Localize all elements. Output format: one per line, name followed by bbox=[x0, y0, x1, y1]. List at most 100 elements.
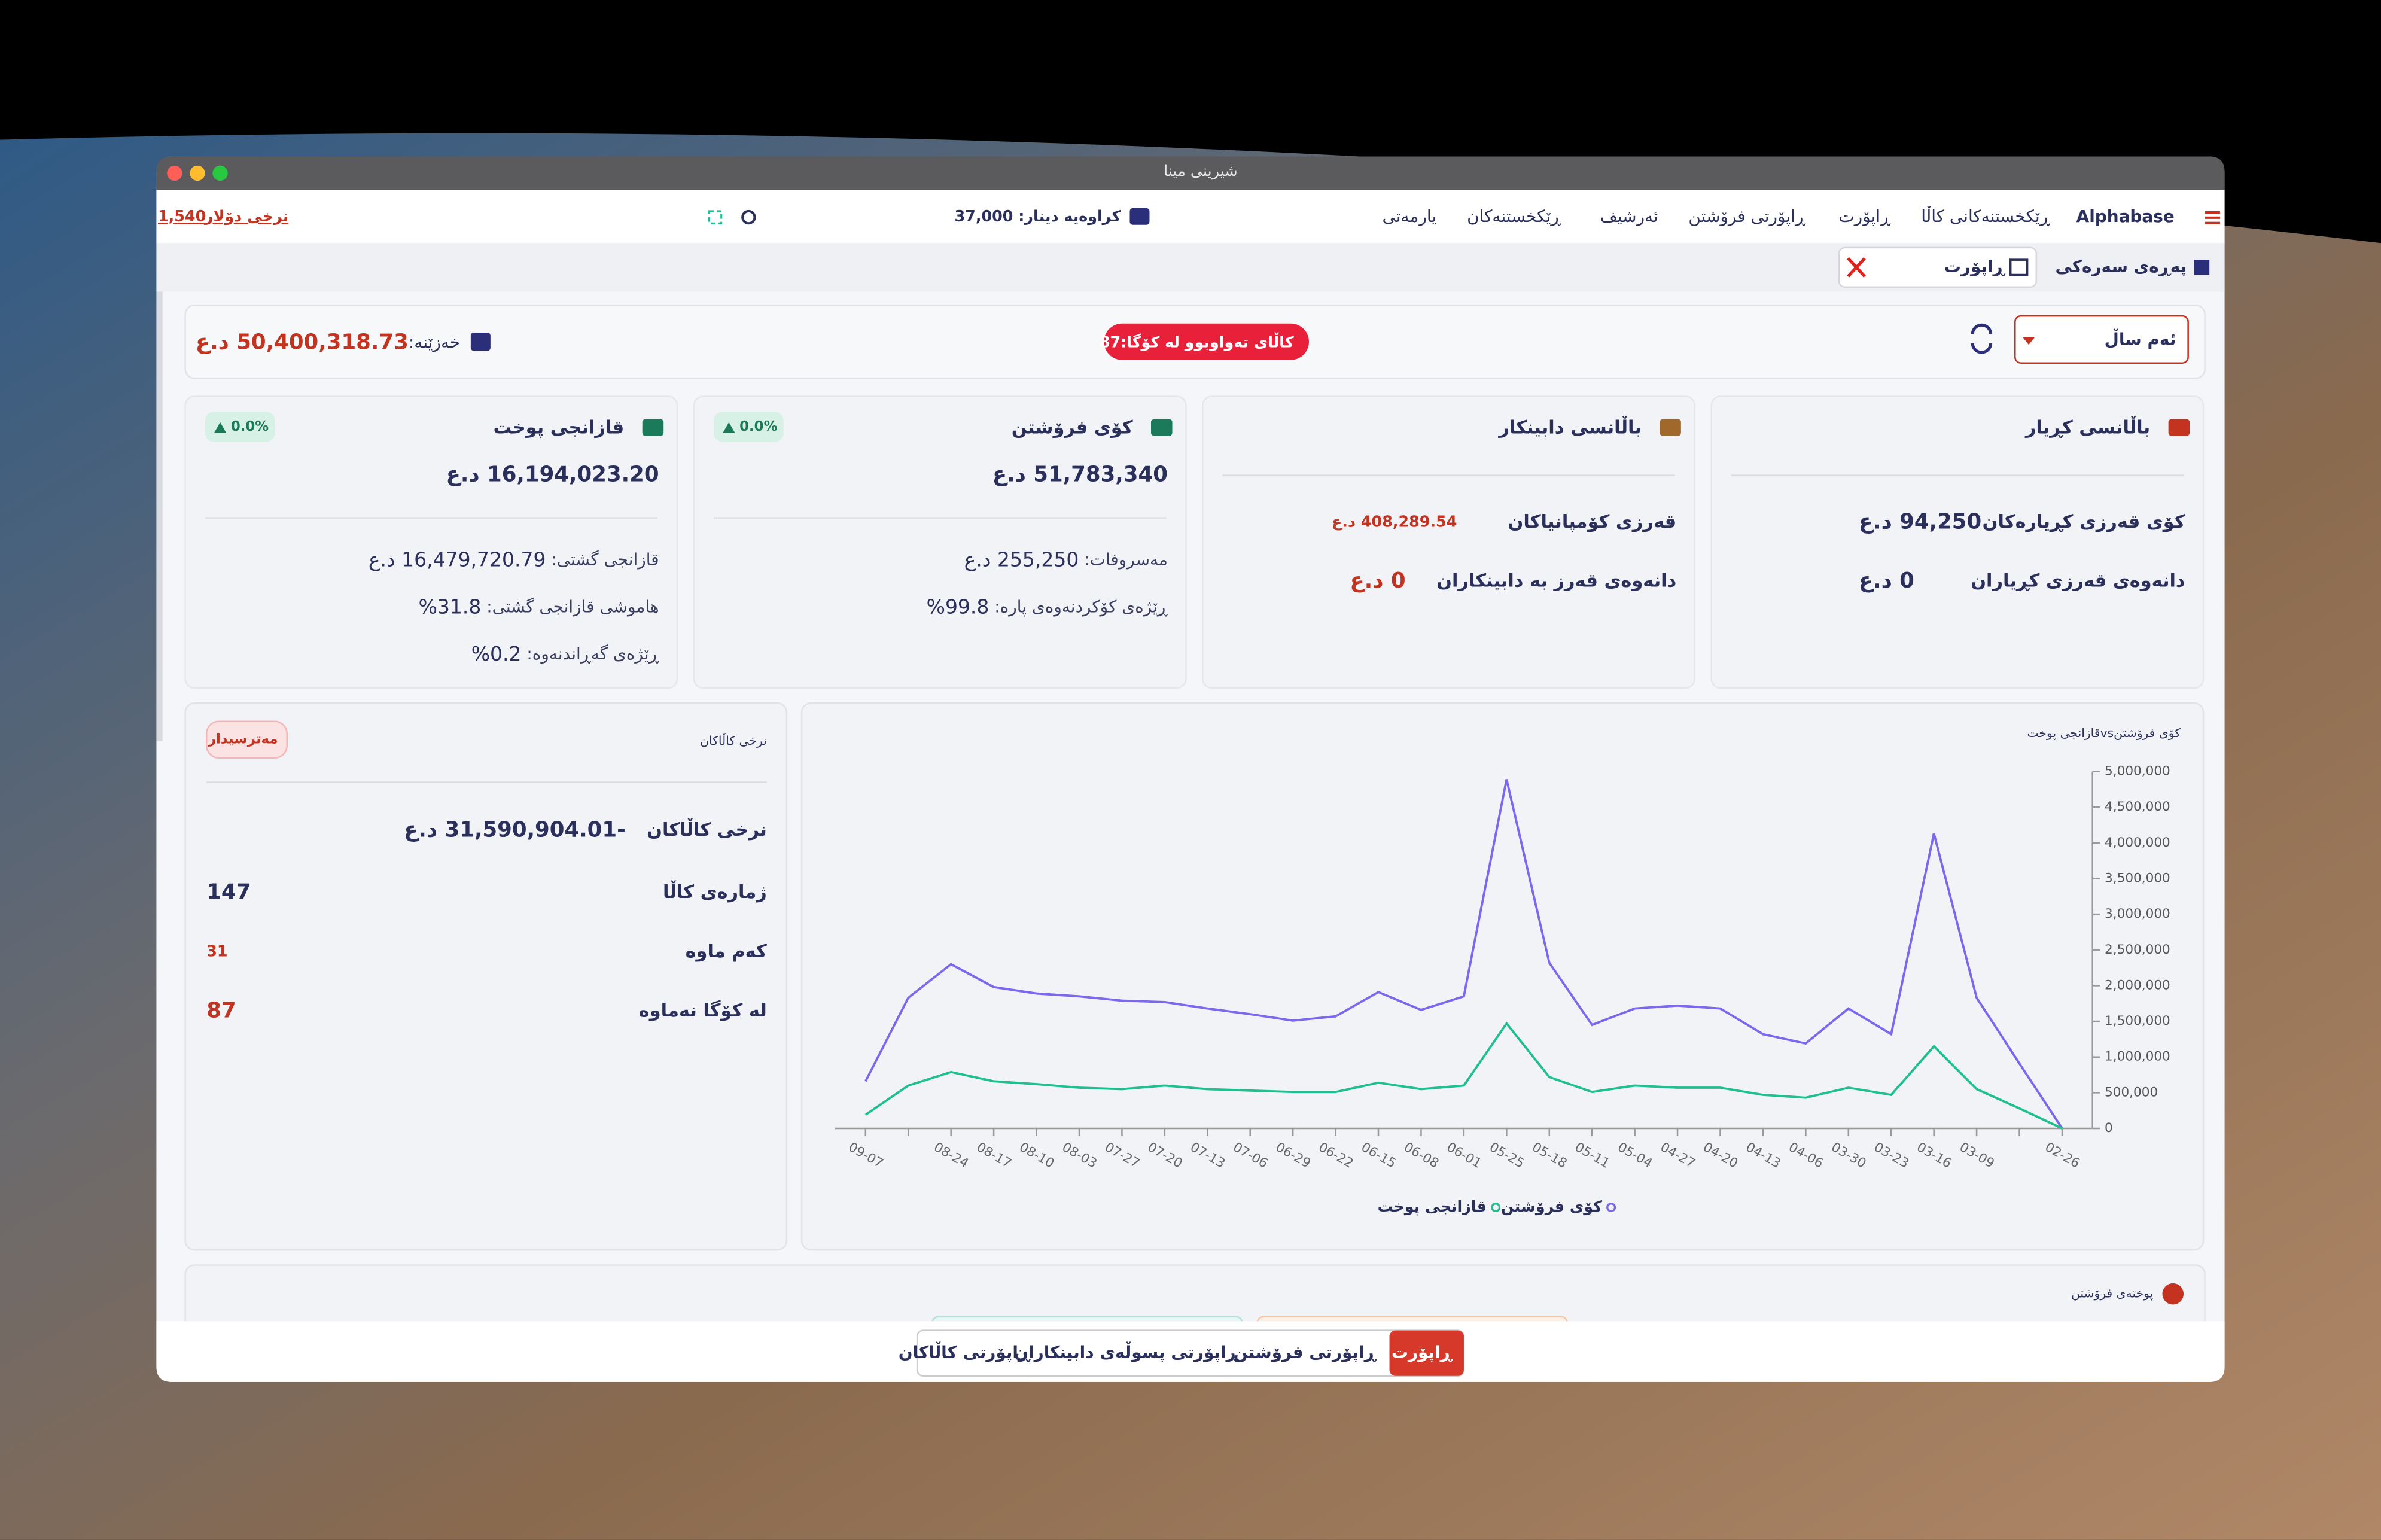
footer-tab[interactable]: ڕاپۆرتی کاڵاکان bbox=[899, 1342, 1031, 1362]
card-icon bbox=[1660, 419, 1681, 436]
stat-card bbox=[1710, 395, 2205, 689]
trend-badge bbox=[713, 411, 784, 442]
y-tick-label: 2,000,000 bbox=[2105, 978, 2170, 993]
footer-tab-active[interactable] bbox=[1389, 1330, 1464, 1376]
y-tick-label: 1,500,000 bbox=[2105, 1014, 2170, 1028]
pie-icon bbox=[2162, 1283, 2184, 1305]
select-caret bbox=[2022, 337, 2035, 345]
nav-item[interactable]: ڕێکخستنەکان bbox=[1467, 206, 1561, 226]
row-label: مەسروفات: bbox=[1079, 550, 1168, 570]
summary-title: پوختەی فرۆشتن bbox=[2071, 1286, 2153, 1301]
card-title: باڵانسی دابینکار bbox=[1497, 415, 1642, 438]
menu-icon[interactable] bbox=[2205, 211, 2220, 214]
inventory-label: لە کۆگا نەماوە bbox=[639, 1000, 767, 1021]
dollar-rate: 1,540 bbox=[158, 207, 206, 225]
inventory-value: -31,590,904.01 د.ع bbox=[404, 818, 626, 842]
row-text: ڕێژەی گەڕاندنەوە: 0.2% bbox=[471, 642, 660, 665]
card-icon bbox=[1151, 419, 1173, 436]
period-select[interactable] bbox=[2014, 315, 2189, 364]
row-value: 0 د.ع bbox=[1859, 568, 1914, 593]
wallet-icon bbox=[1129, 208, 1150, 225]
row-label: کۆی قەرزی کڕیارەکان bbox=[1982, 512, 2185, 532]
row-label: ڕێژەی گەڕاندنەوە: bbox=[522, 644, 660, 664]
stock-alert[interactable] bbox=[1104, 323, 1309, 360]
trend-up bbox=[214, 422, 227, 433]
dollar-rate-label: نرخی دۆلار bbox=[203, 207, 288, 226]
nav-item[interactable]: Alphabase bbox=[2076, 206, 2175, 226]
row-value: 94,250 د.ع bbox=[1859, 509, 1981, 534]
card-title: قازانجی پوخت bbox=[493, 417, 624, 438]
row-label: قازانجی گشتی: bbox=[546, 550, 659, 570]
menu-icon-bar bbox=[2205, 216, 2220, 219]
nav-bar bbox=[156, 190, 2225, 244]
trend-badge bbox=[205, 411, 275, 442]
y-tick-label: 0 bbox=[2105, 1121, 2113, 1136]
card-title: کۆی فرۆشتن bbox=[1012, 417, 1133, 438]
y-tick-label: 3,500,000 bbox=[2105, 871, 2170, 885]
stock-alert-text: کاڵای تەواوبوو لە کۆگا:87 bbox=[1100, 333, 1294, 352]
legend-label: کۆی فرۆشتن bbox=[1501, 1197, 1602, 1216]
home-tab[interactable]: پەڕەی سەرەکی bbox=[2056, 257, 2187, 276]
y-tick-label: 2,500,000 bbox=[2105, 942, 2170, 957]
trend-value: 0.0% bbox=[231, 419, 269, 434]
row-text: ڕێژەی کۆکردنەوەی پارە: 99.8% bbox=[927, 595, 1168, 618]
row-value: 31.8% bbox=[419, 595, 482, 618]
window-title: شیرینی مینا bbox=[1164, 162, 1237, 180]
card-icon bbox=[642, 419, 664, 436]
close-button[interactable] bbox=[167, 165, 182, 181]
menu-icon-bar bbox=[2205, 221, 2220, 224]
chart-panel bbox=[800, 702, 2205, 1251]
close-tab[interactable] bbox=[1847, 257, 1866, 278]
risk-badge bbox=[205, 720, 288, 759]
trend-up bbox=[723, 422, 735, 433]
treasury-icon bbox=[470, 332, 491, 351]
card-total: 51,783,340 د.ع bbox=[992, 462, 1168, 487]
fullscreen-toggle[interactable] bbox=[708, 210, 723, 224]
footer-tab[interactable]: ڕاپۆرت bbox=[1392, 1343, 1454, 1362]
row-label: قەرزی کۆمپانیاکان bbox=[1508, 512, 1676, 532]
row-value: 0 د.ع bbox=[1350, 568, 1406, 593]
series-line bbox=[864, 779, 2063, 1130]
row-label: دانەوەی قەرز بە دابینکاران bbox=[1436, 571, 1676, 592]
cash-status: کراوەیە دینار: 37,000 bbox=[955, 207, 1121, 226]
theme-toggle[interactable] bbox=[741, 209, 756, 225]
report-tab-icon bbox=[2009, 258, 2029, 276]
report-tab[interactable]: ڕاپۆرت bbox=[1944, 257, 2007, 276]
y-tick-label: 3,000,000 bbox=[2105, 906, 2170, 921]
report-tab-box[interactable] bbox=[1838, 246, 2038, 288]
card-icon bbox=[2168, 419, 2190, 436]
scrollbar bbox=[156, 291, 163, 741]
row-value: 0.2% bbox=[471, 642, 522, 665]
row-text: هاموشی قازانجی گشتی: 31.8% bbox=[419, 595, 659, 618]
nav-item[interactable]: ئەرشیف bbox=[1600, 206, 1658, 226]
row-value: 16,479,720.79 د.ع bbox=[369, 547, 546, 571]
footer-tab[interactable]: ڕاپۆرتی فرۆشتن bbox=[1234, 1343, 1378, 1362]
period-value: ئەم ساڵ bbox=[2105, 329, 2176, 349]
nav-item[interactable]: یارمەتی bbox=[1383, 206, 1437, 226]
card-title: باڵانسی کڕیار bbox=[2024, 415, 2150, 438]
nav-item[interactable]: ڕێکخستنەکانی کاڵا bbox=[1921, 206, 2050, 226]
stat-card bbox=[1202, 395, 1695, 689]
inventory-value: 87 bbox=[206, 999, 236, 1023]
stat-card bbox=[184, 395, 678, 689]
inventory-label: ژمارەی کاڵا bbox=[663, 880, 767, 903]
stat-card bbox=[693, 395, 1187, 689]
treasury-label: خەزێنە: bbox=[409, 333, 460, 352]
legend-marker bbox=[1606, 1203, 1616, 1213]
zoom-button[interactable] bbox=[212, 165, 228, 181]
trend-value: 0.0% bbox=[739, 419, 777, 434]
legend-marker bbox=[1491, 1203, 1501, 1213]
nav-item[interactable]: ڕاپۆرت bbox=[1838, 206, 1891, 226]
nav-item[interactable]: ڕاپۆرتی فرۆشتن bbox=[1688, 206, 1806, 226]
footer-tab[interactable]: ڕاپۆرتی پسوڵەی دابینکاران bbox=[1014, 1342, 1239, 1362]
inventory-panel bbox=[184, 702, 788, 1251]
refresh-button[interactable] bbox=[1971, 323, 1993, 354]
treasury-value: 50,400,318.73 د.ع bbox=[196, 330, 409, 355]
inventory-title: نرخی کاڵاکان bbox=[700, 733, 767, 748]
minimize-button[interactable] bbox=[190, 165, 205, 181]
row-value: 255,250 د.ع bbox=[964, 547, 1079, 571]
apps-icon bbox=[2194, 260, 2210, 275]
y-tick-label: 500,000 bbox=[2105, 1085, 2158, 1100]
